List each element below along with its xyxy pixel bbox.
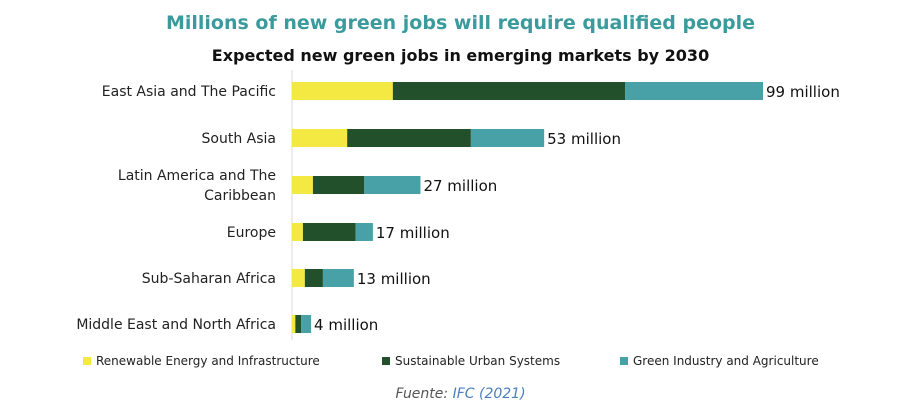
legend-item-renewable: Renewable Energy and Infrastructure <box>83 354 320 368</box>
bar-segment <box>292 269 305 287</box>
total-label: 17 million <box>376 224 450 242</box>
bar-segment <box>292 129 348 147</box>
bar-segment <box>292 82 393 100</box>
legend-label: Renewable Energy and Infrastructure <box>96 354 320 368</box>
bar-segment <box>304 269 323 287</box>
chart-subtitle: Expected new green jobs in emerging mark… <box>211 46 710 65</box>
category-label: South Asia <box>202 131 276 147</box>
bar-segment <box>392 82 626 100</box>
bar-segment <box>470 129 545 147</box>
category-label: Sub-Saharan Africa <box>142 271 276 287</box>
total-label: 27 million <box>423 177 497 195</box>
source-link[interactable]: IFC (2021) <box>452 386 526 402</box>
legend-swatch <box>620 357 628 365</box>
category-label: Europe <box>227 225 276 241</box>
total-label: 99 million <box>766 83 840 101</box>
bar-segment <box>292 315 296 333</box>
bar-segment <box>347 129 471 147</box>
bar-segment <box>292 223 303 241</box>
source-prefix: Fuente: <box>395 386 453 402</box>
legend-swatch <box>382 357 390 365</box>
legend-item-urban: Sustainable Urban Systems <box>382 354 560 368</box>
bar-segment <box>301 315 312 333</box>
category-label: Latin America and The Caribbean <box>118 168 276 204</box>
total-label: 53 million <box>547 130 621 148</box>
bar-segment <box>302 223 356 241</box>
bar-segment <box>625 82 763 100</box>
bar-segment <box>364 176 421 194</box>
bar-segment <box>322 269 354 287</box>
legend-label: Green Industry and Agriculture <box>633 354 819 368</box>
legend-item-industry: Green Industry and Agriculture <box>620 354 819 368</box>
total-label: 13 million <box>357 270 431 288</box>
legend-label: Sustainable Urban Systems <box>395 354 561 368</box>
bar-segment <box>355 223 373 241</box>
category-label: Middle East and North Africa <box>76 317 276 333</box>
category-label: East Asia and The Pacific <box>102 84 276 100</box>
source-note: Fuente: IFC (2021) <box>0 386 921 402</box>
bar-segment <box>295 315 302 333</box>
bar-segment <box>292 176 313 194</box>
bar-segment <box>312 176 365 194</box>
legend-swatch <box>83 357 91 365</box>
chart-title: Millions of new green jobs will require … <box>165 12 756 34</box>
total-label: 4 million <box>314 316 378 334</box>
